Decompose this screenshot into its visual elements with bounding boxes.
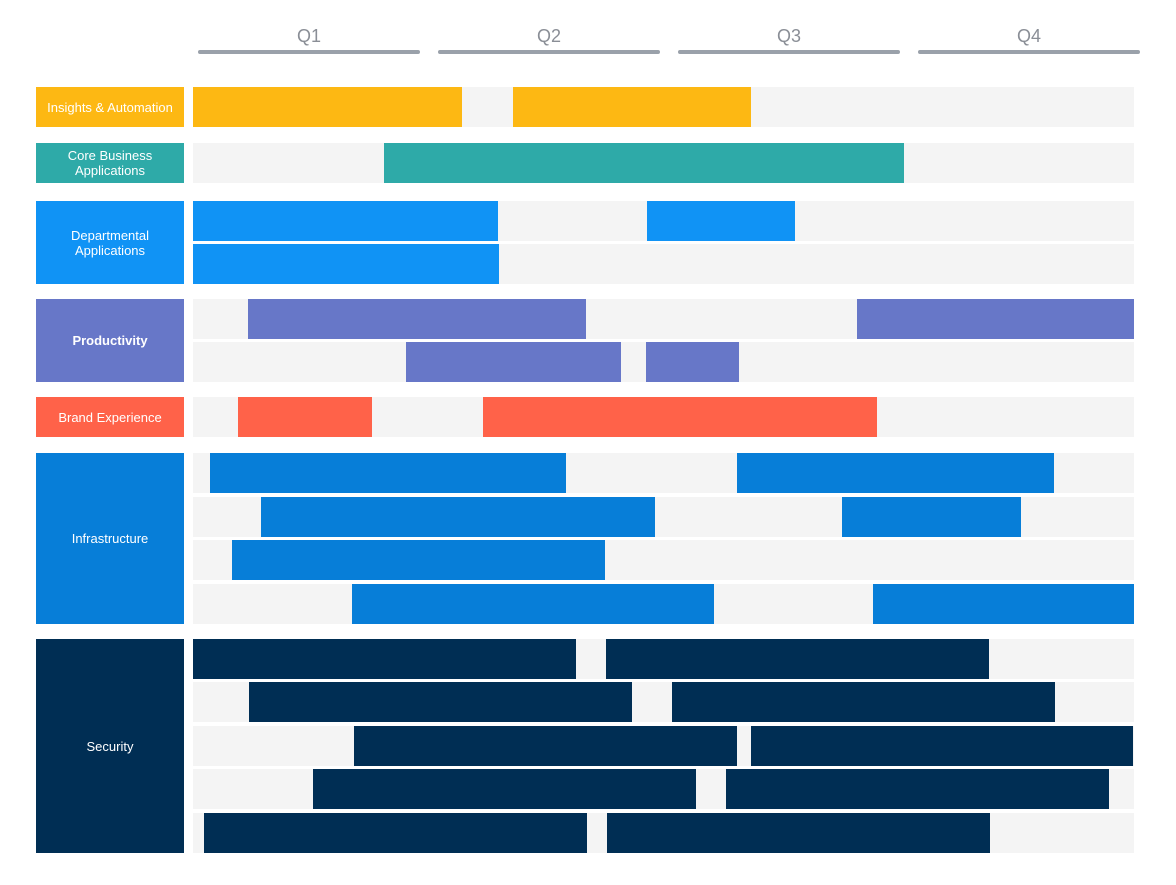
roadmap-bar[interactable] — [247, 299, 587, 339]
roadmap-bar[interactable] — [193, 244, 499, 284]
roadmap-bar[interactable] — [193, 87, 463, 127]
quarter-label-q2: Q2 — [536, 26, 561, 46]
quarter-divider-q1 — [198, 50, 420, 54]
roadmap-bar[interactable] — [725, 769, 1109, 809]
category-label-insights-automation: Insights & Automation — [36, 87, 184, 127]
roadmap-bar[interactable] — [249, 682, 633, 722]
roadmap-bar[interactable] — [857, 299, 1134, 339]
roadmap-bar[interactable] — [645, 342, 739, 382]
roadmap-bar[interactable] — [646, 201, 796, 241]
category-label-core-business-applications: Core Business Applications — [36, 143, 184, 183]
roadmap-bar[interactable] — [512, 87, 751, 127]
roadmap-bar[interactable] — [231, 540, 606, 580]
roadmap-bar[interactable] — [873, 584, 1134, 624]
category-label-security: Security — [36, 639, 184, 853]
roadmap-bar[interactable] — [238, 397, 372, 437]
roadmap-bar[interactable] — [193, 201, 498, 241]
category-label-productivity: Productivity — [36, 299, 184, 382]
roadmap-bar[interactable] — [313, 769, 697, 809]
roadmap-bar[interactable] — [352, 584, 715, 624]
quarter-label-q3: Q3 — [776, 26, 801, 46]
quarter-divider-q3 — [678, 50, 900, 54]
roadmap-bar[interactable] — [751, 726, 1134, 766]
roadmap-bar[interactable] — [842, 497, 1022, 537]
quarter-divider-q4 — [918, 50, 1140, 54]
roadmap-bar[interactable] — [405, 342, 622, 382]
quarter-label-q4: Q4 — [1016, 26, 1041, 46]
roadmap-bar[interactable] — [671, 682, 1055, 722]
roadmap-bar[interactable] — [260, 497, 656, 537]
quarter-divider-q2 — [438, 50, 660, 54]
category-label-infrastructure: Infrastructure — [36, 453, 184, 624]
category-label-departmental-applications: Departmental Applications — [36, 201, 184, 284]
category-label-brand-experience: Brand Experience — [36, 397, 184, 437]
roadmap-bar[interactable] — [736, 453, 1054, 493]
quarter-label-q1: Q1 — [296, 26, 321, 46]
roadmap-bar[interactable] — [209, 453, 566, 493]
roadmap-bar[interactable] — [607, 813, 991, 853]
roadmap-bar[interactable] — [204, 813, 588, 853]
roadmap-bar[interactable] — [193, 639, 576, 679]
roadmap-bar[interactable] — [606, 639, 990, 679]
roadmap-bar[interactable] — [384, 143, 905, 183]
roadmap-bar[interactable] — [482, 397, 878, 437]
roadmap-bar[interactable] — [353, 726, 737, 766]
